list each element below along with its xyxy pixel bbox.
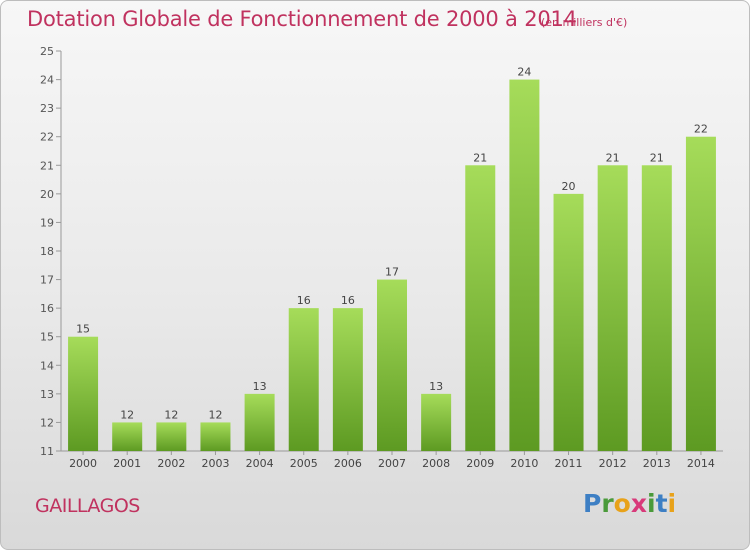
y-tick-label: 12 (40, 416, 54, 429)
bar-value-label: 21 (473, 151, 487, 164)
x-tick-label: 2000 (69, 457, 97, 470)
bar (641, 165, 672, 452)
chart-title: Dotation Globale de Fonctionnement de 20… (27, 7, 577, 31)
bar-value-label: 12 (208, 408, 222, 421)
bar-value-label: 21 (606, 151, 620, 164)
commune-name: GAILLAGOS (35, 495, 140, 517)
logo-letter: o (613, 489, 631, 518)
bar-value-label: 17 (385, 266, 399, 279)
bar (553, 193, 584, 451)
bar-value-label: 12 (120, 408, 134, 421)
bar-value-label: 21 (650, 151, 664, 164)
bar (597, 165, 628, 452)
y-tick-label: 21 (40, 159, 54, 172)
chart-subtitle: (en milliers d'€) (541, 16, 628, 29)
bar-value-label: 13 (253, 380, 267, 393)
x-tick-label: 2002 (157, 457, 185, 470)
bar-value-label: 16 (297, 294, 311, 307)
bar-value-label: 13 (429, 380, 443, 393)
bar (332, 308, 363, 451)
y-tick-label: 11 (40, 445, 54, 458)
x-tick-label: 2010 (510, 457, 538, 470)
y-tick-label: 19 (40, 216, 54, 229)
y-tick-label: 22 (40, 131, 54, 144)
y-tick-label: 16 (40, 302, 54, 315)
bar (68, 336, 99, 451)
bar (244, 393, 275, 451)
y-tick-label: 18 (40, 245, 54, 258)
bar (288, 308, 319, 451)
x-tick-label: 2004 (246, 457, 274, 470)
x-tick-label: 2001 (113, 457, 141, 470)
bar (465, 165, 496, 452)
logo-letter: r (601, 489, 614, 518)
y-tick-label: 17 (40, 274, 54, 287)
x-tick-label: 2008 (422, 457, 450, 470)
y-tick-label: 25 (40, 45, 54, 58)
y-tick-label: 23 (40, 102, 54, 115)
logo-letter: i (667, 489, 677, 518)
bar (421, 393, 452, 451)
bar-value-label: 20 (562, 180, 576, 193)
y-tick-label: 14 (40, 359, 54, 372)
x-tick-label: 2009 (466, 457, 494, 470)
logo-letter: P (583, 489, 602, 518)
bar-value-label: 24 (517, 66, 531, 79)
bar (509, 79, 540, 452)
logo-letter: i (647, 489, 656, 518)
proxiti-logo: Proxiti (583, 489, 676, 518)
y-tick-label: 24 (40, 74, 54, 87)
x-tick-label: 2011 (555, 457, 583, 470)
x-tick-label: 2006 (334, 457, 362, 470)
bar (377, 279, 407, 451)
logo-letter: t (655, 489, 668, 518)
bar-value-label: 16 (341, 294, 355, 307)
bar-value-label: 15 (76, 323, 90, 336)
y-tick-label: 20 (40, 188, 54, 201)
bar (685, 136, 716, 451)
x-tick-label: 2003 (201, 457, 229, 470)
bar-value-label: 12 (164, 408, 178, 421)
y-tick-label: 13 (40, 388, 54, 401)
x-tick-label: 2013 (643, 457, 671, 470)
x-tick-label: 2005 (290, 457, 318, 470)
bar-value-label: 22 (694, 123, 708, 136)
x-tick-label: 2007 (378, 457, 406, 470)
y-tick-label: 15 (40, 331, 54, 344)
bar (156, 422, 187, 451)
logo-letter: x (630, 489, 647, 518)
x-tick-label: 2012 (599, 457, 627, 470)
bar (200, 422, 231, 451)
x-tick-label: 2014 (687, 457, 715, 470)
bar (112, 422, 143, 451)
